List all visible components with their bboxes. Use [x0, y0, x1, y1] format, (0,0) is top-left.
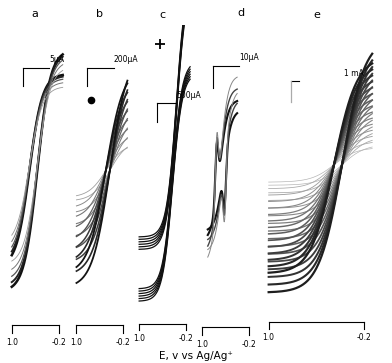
Text: 1 mA: 1 mA [344, 69, 364, 78]
Text: e: e [313, 9, 320, 20]
Text: 500μA: 500μA [176, 91, 201, 100]
Text: d: d [238, 8, 245, 18]
Text: -0.2: -0.2 [179, 334, 194, 343]
Text: 1.0: 1.0 [133, 334, 145, 343]
Text: -0.2: -0.2 [357, 333, 372, 342]
Text: -0.2: -0.2 [51, 338, 66, 347]
Text: E, v vs Ag/Ag⁺: E, v vs Ag/Ag⁺ [159, 351, 233, 361]
Text: -0.2: -0.2 [116, 338, 131, 347]
Text: 1.0: 1.0 [71, 338, 82, 347]
Text: 1.0: 1.0 [6, 338, 18, 347]
Text: 10μA: 10μA [239, 53, 259, 62]
Text: c: c [160, 10, 166, 20]
Text: a: a [32, 9, 39, 19]
Text: b: b [96, 9, 103, 19]
Text: 5μA: 5μA [49, 55, 64, 64]
Text: 1.0: 1.0 [196, 340, 208, 350]
Text: 200μA: 200μA [114, 55, 138, 64]
Text: -0.2: -0.2 [241, 340, 256, 350]
Text: 1.0: 1.0 [263, 333, 275, 342]
